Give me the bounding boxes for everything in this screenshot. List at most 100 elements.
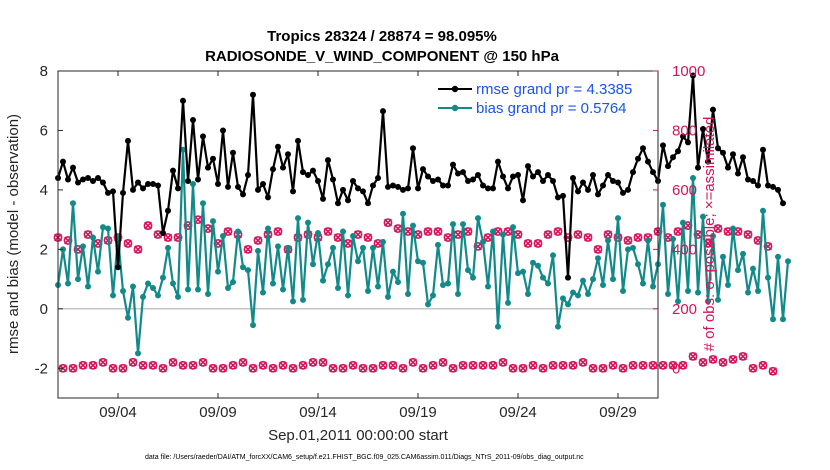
obs-possible-marker <box>533 239 543 248</box>
obs-possible-marker <box>133 244 143 254</box>
y-right-tick-label: 800 <box>672 122 697 139</box>
rmse-point <box>215 180 221 187</box>
rmse-point <box>110 188 116 195</box>
x-axis-label: Sep.01,2011 00:00:00 start <box>268 427 449 444</box>
obs-assimilated-marker <box>599 364 607 373</box>
obs-possible-marker <box>538 363 548 373</box>
obs-possible-marker <box>738 351 748 361</box>
obs-point <box>688 351 698 361</box>
bias-point <box>370 244 376 251</box>
bias-point <box>440 282 446 289</box>
bias-point <box>435 241 441 248</box>
rmse-point <box>775 186 781 193</box>
obs-point <box>128 357 138 367</box>
obs-possible-marker <box>573 230 583 239</box>
rmse-point <box>295 137 301 144</box>
obs-point <box>363 233 373 242</box>
obs-possible-marker <box>638 360 648 370</box>
rmse-point <box>150 180 156 187</box>
obs-possible-marker <box>218 363 228 373</box>
obs-assimilated-marker <box>414 230 422 239</box>
bias-point <box>120 287 126 294</box>
bias-point <box>645 237 651 244</box>
obs-assimilated-marker <box>209 364 217 373</box>
bias-point <box>225 285 231 292</box>
obs-possible-marker <box>208 363 218 373</box>
obs-point <box>378 360 388 370</box>
obs-point <box>243 244 253 254</box>
rmse-point <box>505 185 511 192</box>
bias-point <box>210 218 216 225</box>
y-tick-label: 8 <box>40 63 48 80</box>
obs-possible-marker <box>148 360 158 370</box>
rmse-point <box>335 200 341 207</box>
obs-assimilated-marker <box>269 364 277 373</box>
rmse-point <box>95 175 101 182</box>
rmse-point <box>615 179 621 186</box>
rmse-point <box>635 155 641 162</box>
bias-point <box>320 277 326 284</box>
obs-assimilated-marker <box>444 233 452 242</box>
obs-point <box>88 360 98 370</box>
y-right-tick-label: 0 <box>672 360 680 377</box>
obs-possible-marker <box>328 363 338 373</box>
obs-possible-marker <box>678 360 688 370</box>
legend-rmse-marker <box>451 85 459 93</box>
obs-point <box>208 363 218 373</box>
obs-point <box>228 360 238 370</box>
obs-point <box>133 244 143 254</box>
bias-point <box>475 215 481 222</box>
obs-assimilated-marker <box>559 361 567 370</box>
bias-point <box>180 146 186 153</box>
obs-possible-marker <box>138 360 148 370</box>
rmse-point <box>730 151 736 158</box>
rmse-point <box>140 185 146 192</box>
obs-possible-marker <box>458 360 468 370</box>
obs-assimilated-marker <box>714 224 722 233</box>
obs-possible-marker <box>468 360 478 370</box>
obs-possible-marker <box>348 360 358 370</box>
obs-assimilated-marker <box>689 352 697 361</box>
bias-point <box>755 287 761 294</box>
rmse-point <box>470 176 476 183</box>
obs-possible-marker <box>593 244 603 254</box>
obs-possible-marker <box>383 218 393 228</box>
rmse-point <box>755 182 761 189</box>
x-tick-label: 09/09 <box>199 404 237 421</box>
obs-assimilated-marker <box>279 361 287 370</box>
obs-assimilated-marker <box>679 361 687 370</box>
bias-point <box>765 274 771 281</box>
bias-point <box>230 279 236 286</box>
bias-point <box>625 246 631 253</box>
obs-point <box>508 363 518 373</box>
rmse-point <box>85 175 91 182</box>
bias-point <box>260 289 266 296</box>
rmse-point <box>155 182 161 189</box>
obs-point <box>608 360 618 370</box>
bias-point <box>500 231 506 238</box>
rmse-point <box>200 133 206 140</box>
rmse-point <box>270 166 276 173</box>
rmse-point <box>475 172 481 179</box>
obs-possible-marker <box>488 360 498 370</box>
rmse-point <box>125 137 131 144</box>
obs-possible-marker <box>438 357 448 367</box>
bias-point <box>250 322 256 329</box>
bias-point <box>350 232 356 239</box>
obs-point <box>338 363 348 373</box>
obs-assimilated-marker <box>489 361 497 370</box>
obs-possible-marker <box>728 354 738 364</box>
rmse-point <box>600 182 606 189</box>
obs-point <box>498 357 508 367</box>
obs-possible-marker <box>748 363 758 373</box>
obs-assimilated-marker <box>529 361 537 370</box>
obs-point <box>488 360 498 370</box>
rmse-point <box>345 197 351 204</box>
obs-assimilated-marker <box>349 361 357 370</box>
obs-assimilated-marker <box>109 364 117 373</box>
bias-point <box>355 258 361 265</box>
obs-possible-marker <box>238 357 248 367</box>
bias-point <box>530 259 536 266</box>
obs-possible-marker <box>558 360 568 370</box>
bias-point <box>450 221 456 228</box>
